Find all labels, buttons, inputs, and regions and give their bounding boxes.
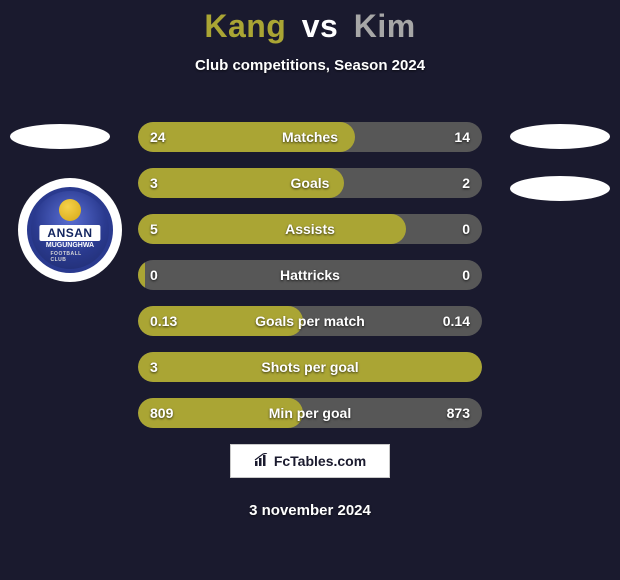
stat-right-value: 0 <box>462 214 470 244</box>
stat-label: Hattricks <box>138 260 482 290</box>
stat-row-shots-per-goal: 3Shots per goal <box>138 352 482 382</box>
club-ball-icon <box>59 199 81 221</box>
vs-text: vs <box>302 8 339 44</box>
player1-badge-placeholder <box>10 124 110 149</box>
footer-date: 3 november 2024 <box>0 502 620 519</box>
club-badge: ANSAN MUGUNGHWA FOOTBALL CLUB <box>18 178 122 282</box>
stat-label: Shots per goal <box>138 352 482 382</box>
chart-icon <box>254 453 270 470</box>
stat-right-value: 2 <box>462 168 470 198</box>
club-name: ANSAN <box>39 225 100 241</box>
player2-badge-placeholder-1 <box>510 124 610 149</box>
player2-badge-placeholder-2 <box>510 176 610 201</box>
stat-label: Goals <box>138 168 482 198</box>
club-subname: MUGUNGHWA <box>46 242 94 249</box>
site-logo-text: FcTables.com <box>274 453 366 469</box>
comparison-title: Kang vs Kim <box>0 0 620 45</box>
stat-right-value: 14 <box>454 122 470 152</box>
stat-right-value: 0.14 <box>443 306 470 336</box>
site-logo: FcTables.com <box>230 444 390 478</box>
player1-name: Kang <box>204 8 286 44</box>
stat-row-goals: 3Goals2 <box>138 168 482 198</box>
player2-name: Kim <box>354 8 416 44</box>
stat-label: Goals per match <box>138 306 482 336</box>
comparison-bars: 24Matches143Goals25Assists00Hattricks00.… <box>138 122 482 444</box>
club-foot: FOOTBALL CLUB <box>51 251 90 263</box>
stat-right-value: 873 <box>447 398 470 428</box>
stat-label: Assists <box>138 214 482 244</box>
stat-row-min-per-goal: 809Min per goal873 <box>138 398 482 428</box>
subtitle: Club competitions, Season 2024 <box>0 57 620 74</box>
stat-right-value: 0 <box>462 260 470 290</box>
stat-label: Min per goal <box>138 398 482 428</box>
stat-row-matches: 24Matches14 <box>138 122 482 152</box>
stat-label: Matches <box>138 122 482 152</box>
club-badge-inner: ANSAN MUGUNGHWA FOOTBALL CLUB <box>27 187 113 273</box>
stat-row-hattricks: 0Hattricks0 <box>138 260 482 290</box>
stat-row-assists: 5Assists0 <box>138 214 482 244</box>
stat-row-goals-per-match: 0.13Goals per match0.14 <box>138 306 482 336</box>
